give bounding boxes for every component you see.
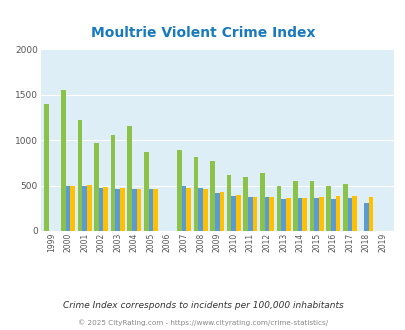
- Bar: [326, 185, 330, 231]
- Bar: [335, 196, 339, 231]
- Bar: [347, 198, 351, 231]
- Bar: [111, 135, 115, 231]
- Bar: [259, 173, 264, 231]
- Bar: [202, 189, 207, 231]
- Bar: [302, 198, 306, 231]
- Bar: [247, 197, 252, 231]
- Bar: [264, 197, 269, 231]
- Bar: [148, 189, 153, 231]
- Bar: [214, 193, 219, 231]
- Bar: [285, 198, 290, 231]
- Bar: [143, 152, 148, 231]
- Bar: [193, 157, 198, 231]
- Bar: [87, 185, 91, 231]
- Bar: [70, 185, 75, 231]
- Text: Moultrie Violent Crime Index: Moultrie Violent Crime Index: [91, 26, 314, 40]
- Bar: [368, 197, 373, 231]
- Bar: [181, 185, 186, 231]
- Bar: [252, 197, 257, 231]
- Bar: [330, 199, 335, 231]
- Bar: [297, 198, 302, 231]
- Bar: [61, 90, 66, 231]
- Bar: [136, 189, 141, 231]
- Bar: [243, 178, 247, 231]
- Bar: [351, 196, 356, 231]
- Bar: [342, 184, 347, 231]
- Bar: [94, 143, 98, 231]
- Bar: [103, 186, 108, 231]
- Text: © 2025 CityRating.com - https://www.cityrating.com/crime-statistics/: © 2025 CityRating.com - https://www.city…: [78, 319, 327, 326]
- Bar: [281, 199, 285, 231]
- Bar: [226, 175, 231, 231]
- Bar: [276, 185, 281, 231]
- Bar: [269, 197, 273, 231]
- Bar: [363, 203, 368, 231]
- Bar: [318, 197, 323, 231]
- Bar: [309, 181, 313, 231]
- Bar: [44, 104, 49, 231]
- Bar: [236, 195, 240, 231]
- Bar: [292, 181, 297, 231]
- Bar: [313, 198, 318, 231]
- Bar: [219, 192, 224, 231]
- Bar: [115, 189, 120, 231]
- Bar: [186, 188, 190, 231]
- Bar: [231, 196, 236, 231]
- Bar: [127, 126, 132, 231]
- Bar: [120, 188, 124, 231]
- Text: Crime Index corresponds to incidents per 100,000 inhabitants: Crime Index corresponds to incidents per…: [62, 301, 343, 310]
- Bar: [198, 188, 202, 231]
- Bar: [132, 189, 136, 231]
- Bar: [66, 185, 70, 231]
- Bar: [177, 150, 181, 231]
- Bar: [77, 120, 82, 231]
- Bar: [98, 188, 103, 231]
- Bar: [153, 189, 158, 231]
- Bar: [82, 185, 87, 231]
- Bar: [210, 161, 214, 231]
